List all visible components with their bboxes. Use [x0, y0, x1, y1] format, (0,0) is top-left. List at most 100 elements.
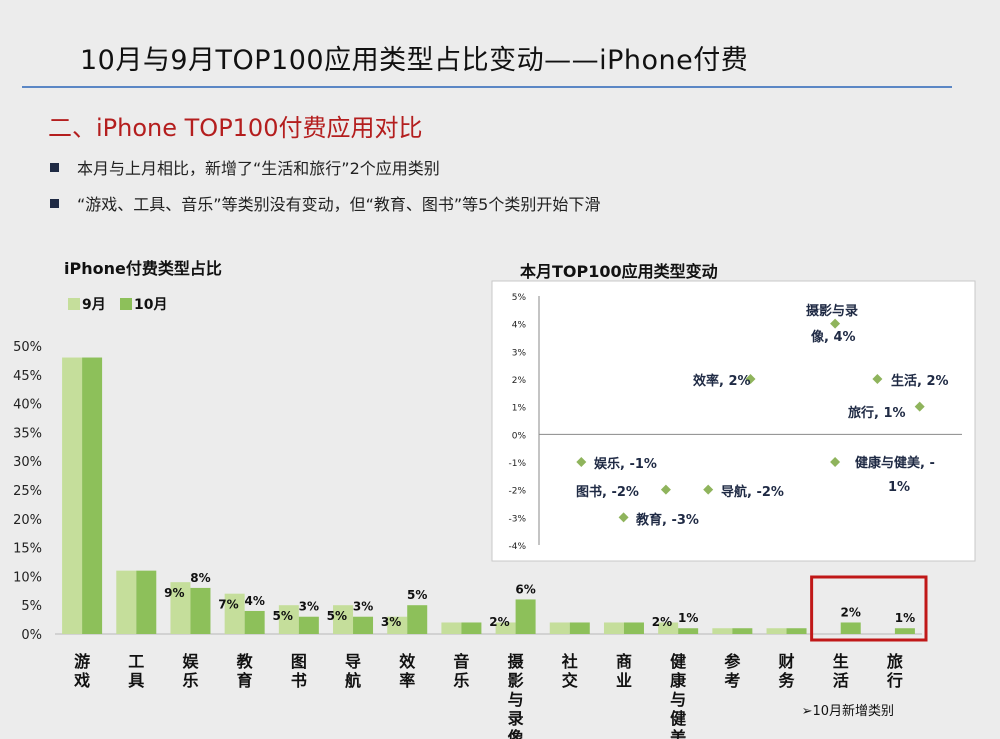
- x-category-label: 效: [399, 652, 415, 671]
- scatter-point-label: 效率, 2%: [693, 373, 751, 389]
- legend-swatch: [68, 298, 80, 310]
- bar-sep: [278, 605, 299, 634]
- x-category-label: 率: [399, 671, 415, 690]
- x-category-label: 参: [724, 652, 741, 671]
- bar-oct: [461, 622, 482, 634]
- bar-data-label: 6%: [515, 582, 535, 596]
- bar-data-label: 5%: [327, 609, 347, 623]
- x-category-label: 社: [561, 652, 578, 671]
- y-tick-label: 20%: [13, 513, 42, 528]
- bar-data-label: 3%: [353, 600, 373, 614]
- scatter-y-tick-label: 3%: [512, 348, 527, 358]
- scatter-chart-title: 本月TOP100应用类型变动: [520, 262, 718, 281]
- x-category-label: 业: [616, 671, 632, 690]
- scatter-point-label: 摄影与录: [806, 303, 858, 319]
- bar-oct: [190, 587, 211, 634]
- scatter-point-label: 1%: [888, 480, 910, 495]
- bar-oct: [515, 599, 536, 634]
- scatter-point: [914, 401, 925, 412]
- bar-oct: [678, 628, 699, 634]
- scatter-y-tick-label: -2%: [508, 487, 526, 497]
- scatter-point: [703, 484, 714, 495]
- x-category-label: 旅: [887, 652, 903, 671]
- scatter-y-tick-label: 5%: [512, 293, 527, 303]
- legend-label: 9月: [82, 297, 106, 313]
- scatter-point-label: 教育, -3%: [635, 512, 699, 528]
- legend-label: 10月: [134, 297, 167, 313]
- bar-oct: [407, 605, 428, 634]
- scatter-point: [830, 318, 841, 329]
- bar-data-label: 7%: [218, 598, 238, 612]
- bar-sep: [603, 622, 624, 634]
- scatter-point-label: 生活, 2%: [891, 373, 949, 389]
- x-category-label: 乐: [453, 671, 469, 690]
- x-category-label: 与: [670, 690, 686, 709]
- x-category-label: 影: [508, 671, 524, 690]
- scatter-point-label: 像, 4%: [811, 329, 856, 345]
- x-category-label: 康: [670, 671, 687, 690]
- bar-data-label: 1%: [678, 611, 698, 625]
- scatter-y-tick-label: 2%: [512, 376, 527, 386]
- bar-sep: [766, 628, 787, 634]
- x-category-label: 摄: [508, 652, 525, 671]
- x-category-label: 交: [562, 671, 578, 690]
- bar-sep: [170, 582, 191, 634]
- bar-oct: [298, 616, 319, 634]
- bar-oct: [894, 628, 915, 634]
- x-category-label: 像: [508, 728, 525, 739]
- x-category-label: 图: [291, 652, 307, 671]
- bar-data-label: 3%: [381, 615, 401, 629]
- bar-oct: [244, 610, 265, 634]
- bullet-text: “游戏、工具、音乐”等类别没有变动，但“教育、图书”等5个类别开始下滑: [77, 195, 601, 214]
- x-category-label: 健: [670, 709, 686, 728]
- y-tick-label: 25%: [13, 484, 42, 499]
- scatter-point: [830, 457, 841, 467]
- y-tick-label: 40%: [13, 398, 42, 413]
- scatter-point-label: 娱乐, -1%: [594, 456, 657, 472]
- scatter-y-tick-label: 1%: [512, 404, 527, 414]
- bar-oct: [353, 616, 374, 634]
- scatter-point: [576, 457, 587, 467]
- bar-oct: [82, 357, 103, 634]
- bar-sep: [495, 622, 516, 634]
- scatter-y-tick-label: -1%: [508, 459, 526, 469]
- scatter-y-tick-label: 0%: [512, 431, 527, 441]
- y-tick-label: 5%: [21, 599, 42, 614]
- x-category-label: 戏: [73, 671, 90, 690]
- x-category-label: 活: [833, 671, 849, 690]
- bar-sep: [658, 622, 679, 634]
- x-category-label: 教: [237, 652, 254, 671]
- x-category-label: 具: [128, 671, 144, 690]
- bullet-item: “游戏、工具、音乐”等类别没有变动，但“教育、图书”等5个类别开始下滑: [50, 191, 600, 215]
- bar-sep: [549, 622, 570, 634]
- scatter-point: [872, 374, 883, 384]
- x-category-label: 务: [779, 671, 796, 690]
- x-category-label: 航: [345, 671, 361, 690]
- x-category-label: 育: [237, 671, 253, 690]
- scatter-point-label: 健康与健美, -: [855, 455, 935, 471]
- bar-oct: [136, 570, 157, 634]
- x-category-label: 财: [778, 652, 795, 671]
- bar-sep: [441, 622, 462, 634]
- bar-data-label: 2%: [841, 605, 861, 619]
- bar-data-label: 8%: [190, 571, 210, 585]
- scatter-point-label: 导航, -2%: [721, 484, 784, 500]
- x-category-label: 导: [345, 652, 361, 671]
- scatter-y-tick-label: 4%: [512, 321, 527, 331]
- bar-sep: [116, 570, 137, 634]
- bar-data-label: 2%: [652, 615, 672, 629]
- bar-oct: [840, 622, 861, 634]
- x-category-label: 健: [670, 652, 686, 671]
- bar-oct: [786, 628, 807, 634]
- x-category-label: 生: [833, 652, 849, 671]
- x-category-label: 商: [616, 652, 632, 671]
- x-category-label: 工: [128, 652, 144, 671]
- bar-chart-title: iPhone付费类型占比: [64, 259, 222, 278]
- scatter-y-tick-label: -3%: [508, 514, 526, 524]
- bar-data-label: 5%: [272, 609, 292, 623]
- x-category-label: 行: [886, 671, 903, 690]
- y-tick-label: 15%: [13, 542, 42, 557]
- scatter-plot-area: [491, 280, 976, 562]
